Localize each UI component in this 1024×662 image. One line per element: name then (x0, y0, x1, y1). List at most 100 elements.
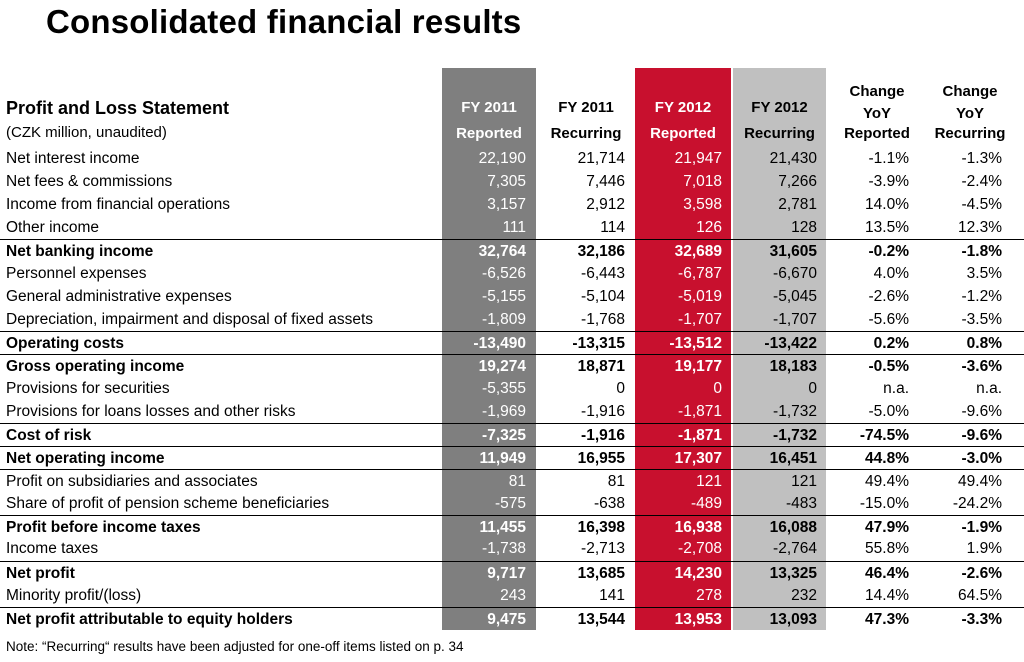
cell-fy2012-recurring: -1,707 (773, 311, 817, 328)
header-fy2011-recurring-type: Recurring (550, 125, 622, 142)
cell-change-reported: -2.6% (868, 288, 910, 305)
cell-change-reported: -74.5% (859, 427, 909, 444)
cell-fy2011-reported: -5,155 (482, 288, 526, 305)
header-change-recurring-line1: YoY (955, 105, 985, 122)
cell-fy2011-recurring: -5,104 (581, 288, 625, 305)
cell-change-reported: 46.4% (865, 565, 909, 582)
row-label: Income from financial operations (6, 196, 231, 213)
row-label: Cost of risk (6, 427, 92, 444)
row-label: Share of profit of pension scheme benefi… (6, 495, 330, 512)
row-label: Net interest income (6, 150, 140, 167)
cell-change-recurring: -1.2% (961, 288, 1003, 305)
cell-fy2012-recurring: 2,781 (778, 196, 817, 213)
table-row: Provisions for securities -5,355 0 0 0 n.a. n.… (0, 377, 1024, 400)
cell-change-recurring: 64.5% (958, 587, 1002, 604)
cell-fy2011-reported: -13,490 (473, 335, 526, 352)
header-fy2011-reported-type: Reported (456, 125, 522, 142)
cell-fy2012-recurring: 0 (808, 380, 817, 397)
table-row: Other income 111 114 126 128 13.5% 12.3% (0, 216, 1024, 239)
cell-change-reported: 44.8% (865, 450, 909, 467)
cell-change-reported: -0.2% (868, 243, 910, 260)
table-row: Personnel expenses -6,526 -6,443 -6,787 -6,6… (0, 262, 1024, 285)
cell-fy2011-reported: 19,274 (478, 358, 526, 375)
table-row: Operating costs -13,490 -13,315 -13,512 -13,… (0, 331, 1024, 355)
cell-fy2012-recurring: -5,045 (773, 288, 817, 305)
header-fy2011-recurring-year: FY 2011 (558, 99, 614, 116)
cell-fy2011-reported: -5,355 (482, 380, 526, 397)
cell-fy2011-recurring: 16,398 (577, 519, 625, 536)
statement-title: Profit and Loss Statement (6, 98, 230, 118)
cell-fy2011-reported: -1,969 (482, 403, 526, 420)
page-title: Consolidated financial results (46, 3, 522, 40)
cell-fy2012-recurring: 16,451 (769, 450, 817, 467)
cell-change-recurring: -24.2% (952, 495, 1002, 512)
table-row: Cost of risk -7,325 -1,916 -1,871 -1,732 -74.… (0, 423, 1024, 447)
table-row: Net profit 9,717 13,685 14,230 13,325 46.4% -2… (0, 561, 1024, 585)
cell-fy2011-reported: 11,949 (479, 450, 526, 467)
table-row: Gross operating income 19,274 18,871 19,177… (0, 354, 1024, 378)
cell-fy2012-reported: 0 (713, 380, 722, 397)
header-change-reported-line1: YoY (862, 105, 892, 122)
cell-change-reported: 47.3% (865, 611, 909, 628)
cell-change-recurring: 0.8% (966, 335, 1002, 352)
cell-fy2012-reported: -489 (690, 495, 722, 512)
cell-fy2012-reported: 19,177 (674, 358, 722, 375)
footnote: Note: “Recurring“ results have been adju… (6, 639, 464, 654)
cell-fy2011-recurring: 81 (607, 473, 625, 490)
cell-fy2012-recurring: 13,093 (769, 611, 817, 628)
cell-change-reported: 0.2% (873, 335, 909, 352)
row-label: Provisions for securities (6, 380, 170, 397)
cell-fy2012-recurring: 13,325 (769, 565, 817, 582)
row-label: Other income (6, 219, 100, 236)
cell-fy2011-reported: 7,305 (487, 173, 526, 190)
cell-fy2011-reported: 32,764 (478, 243, 526, 260)
cell-fy2011-reported: 81 (508, 473, 526, 490)
cell-change-reported: n.a. (883, 380, 909, 397)
table-row: General administrative expenses -5,155 -5,… (0, 285, 1024, 308)
cell-fy2012-reported: -5,019 (678, 288, 722, 305)
cell-change-recurring: -1.3% (961, 150, 1003, 167)
row-label: Minority profit/(loss) (6, 587, 142, 604)
cell-fy2011-reported: 243 (500, 587, 526, 604)
cell-fy2012-recurring: -6,670 (773, 265, 817, 282)
cell-change-recurring: 3.5% (966, 265, 1002, 282)
cell-fy2012-recurring: -2,764 (773, 540, 817, 557)
cell-fy2012-recurring: 232 (791, 587, 817, 604)
cell-change-reported: -5.6% (868, 311, 910, 328)
table-row: Minority profit/(loss) 243 141 278 232 14.4% 6… (0, 584, 1024, 607)
cell-change-reported: 47.9% (865, 519, 909, 536)
row-label: Net profit (6, 565, 75, 582)
cell-change-reported: 55.8% (865, 540, 909, 557)
table-row: Share of profit of pension scheme benefi… (0, 492, 1024, 515)
cell-fy2012-recurring: -483 (785, 495, 817, 512)
cell-fy2011-recurring: 32,186 (577, 243, 625, 260)
cell-change-reported: -15.0% (859, 495, 909, 512)
row-label: Income taxes (6, 540, 99, 557)
header-change-reported-line0: Change (849, 83, 905, 100)
cell-fy2011-recurring: 7,446 (586, 173, 625, 190)
cell-fy2012-reported: -1,871 (678, 403, 722, 420)
cell-change-recurring: -3.6% (961, 358, 1003, 375)
table-row: Net interest income 22,190 21,714 21,947 21,… (0, 147, 1024, 170)
cell-change-recurring: n.a. (976, 380, 1002, 397)
cell-change-reported: -5.0% (868, 403, 910, 420)
cell-fy2011-reported: -575 (494, 495, 526, 512)
cell-fy2012-reported: 278 (696, 587, 722, 604)
cell-change-recurring: -3.3% (961, 611, 1003, 628)
cell-fy2012-recurring: 21,430 (769, 150, 817, 167)
cell-fy2011-recurring: 114 (600, 219, 625, 236)
cell-fy2011-reported: -1,738 (482, 540, 526, 557)
cell-change-recurring: -9.6% (961, 403, 1003, 420)
table-row: Net banking income 32,764 32,186 32,689 31,6… (0, 239, 1024, 263)
cell-fy2011-recurring: -2,713 (581, 540, 625, 557)
table-row: Profit on subsidiaries and associates 81 8… (0, 469, 1024, 493)
cell-fy2012-reported: 32,689 (674, 243, 722, 260)
header-fy2012-recurring-type: Recurring (744, 125, 815, 142)
cell-fy2012-reported: 17,307 (674, 450, 722, 467)
table-row: Income from financial operations 3,157 2,9… (0, 193, 1024, 216)
header-change-recurring-line0: Change (942, 83, 998, 100)
header-change-reported-line2: Reported (844, 125, 910, 142)
cell-change-recurring: -1.9% (961, 519, 1003, 536)
cell-change-recurring: -4.5% (961, 196, 1003, 213)
cell-change-recurring: 12.3% (958, 219, 1002, 236)
